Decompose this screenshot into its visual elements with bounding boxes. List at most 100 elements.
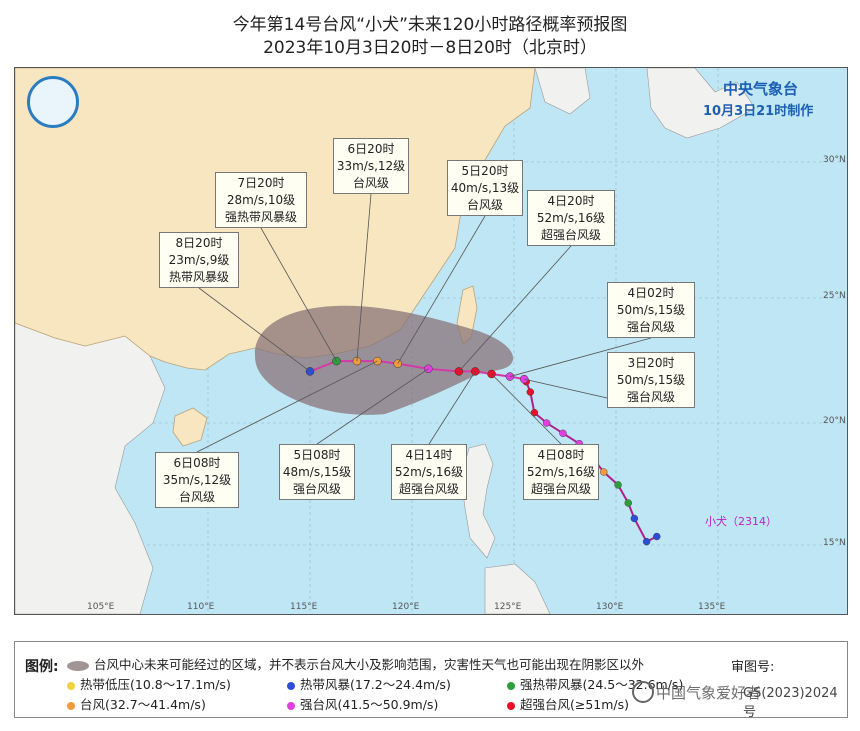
callout-category: 台风级: [352, 176, 389, 190]
callout-time: 4日02时: [627, 286, 675, 300]
forecast-callout: 3日20时 50m/s,15级 强台风级: [607, 352, 695, 408]
history-point: [526, 388, 535, 396]
callout-wind: 50m/s,15级: [616, 303, 686, 317]
history-point: [614, 481, 622, 489]
legend-item-sty: 强台风(41.5～50.9m/s): [287, 694, 438, 713]
legend-item-supty: 超强台风(≥51m/s): [507, 694, 629, 713]
lon-label: 135°E: [698, 602, 726, 612]
lon-label: 115°E: [290, 602, 318, 612]
callout-time: 4日08时: [537, 448, 585, 462]
callout-wind: 35m/s,12级: [162, 473, 232, 487]
forecast-callout: 6日20时 33m/s,12级 台风级: [333, 138, 409, 194]
issue-time: 10月3日21时制作: [703, 104, 814, 119]
callout-wind: 50m/s,15级: [616, 373, 686, 387]
callout-category: 强台风级: [292, 482, 341, 496]
lat-label: 30°N: [823, 155, 846, 165]
history-point: [542, 419, 551, 427]
wechat-icon: [632, 681, 654, 703]
legend-title: 图例:: [25, 659, 59, 675]
lat-label: 20°N: [823, 416, 846, 426]
forecast-callout: 6日08时 35m/s,12级 台风级: [155, 452, 239, 508]
callout-time: 4日14时: [405, 448, 453, 462]
forecast-callout: 4日08时 52m/s,16级 超强台风级: [523, 444, 599, 500]
land-korea: [534, 68, 591, 115]
lat-label: 15°N: [823, 538, 846, 548]
land-hainan: [172, 407, 208, 447]
lon-label: 125°E: [494, 602, 522, 612]
callout-leader-line: [428, 371, 476, 445]
callout-category: 超强台风级: [530, 482, 591, 496]
callout-time: 5日20时: [461, 164, 509, 178]
callout-wind: 52m/s,16级: [536, 211, 606, 225]
callout-category: 强热带风暴级: [224, 210, 297, 224]
land-philippines-south: [484, 563, 551, 614]
lon-label: 130°E: [596, 602, 624, 612]
lon-label: 120°E: [392, 602, 420, 612]
callout-leader-line: [509, 337, 652, 377]
legend-item-ts: 热带风暴(17.2～24.4m/s): [287, 674, 451, 693]
forecast-callout: 5日08时 48m/s,15级 强台风级: [279, 444, 355, 500]
history-point: [559, 429, 567, 438]
callout-category: 台风级: [466, 198, 503, 212]
forecast-callout: 8日20时 23m/s,9级 热带风暴级: [159, 232, 239, 288]
callout-leader-line: [397, 215, 486, 364]
review-label: 审图号:: [731, 660, 775, 675]
callout-leader-line: [356, 193, 372, 362]
callout-wind: 52m/s,16级: [394, 465, 464, 479]
callout-leader-line: [316, 368, 429, 445]
watermark: 中国气象爱好者: [656, 684, 762, 702]
forecast-callout: 4日02时 50m/s,15级 强台风级: [607, 282, 695, 338]
history-point: [624, 499, 632, 507]
callout-category: 超强台风级: [540, 228, 601, 242]
typhoon-name-label: 小犬（2314）: [705, 515, 777, 528]
agency-logo-icon: [27, 76, 79, 128]
forecast-callout: 4日14时 52m/s,16级 超强台风级: [391, 444, 467, 500]
review-number: GS(2023)2024号: [743, 686, 838, 720]
callout-time: 6日20时: [347, 142, 395, 156]
map-subtitle: 2023年10月3日20时－8日20时（北京时）: [263, 38, 597, 58]
callout-time: 7日20时: [237, 176, 285, 190]
forecast-callout: 4日20时 52m/s,16级 超强台风级: [527, 190, 615, 246]
dot-icon: [67, 701, 75, 710]
history-point: [600, 468, 608, 476]
legend-item-td: 热带低压(10.8～17.1m/s): [67, 674, 231, 693]
callout-time: 3日20时: [627, 356, 675, 370]
callout-leader-line: [458, 245, 572, 372]
callout-category: 台风级: [178, 490, 215, 504]
callout-time: 5日08时: [293, 448, 341, 462]
callout-wind: 33m/s,12级: [336, 159, 406, 173]
dot-icon: [507, 681, 515, 690]
callout-leader-line: [260, 227, 337, 362]
history-point: [630, 514, 639, 523]
callout-wind: 40m/s,13级: [450, 181, 520, 195]
callout-wind: 48m/s,15级: [282, 465, 352, 479]
history-point: [642, 537, 651, 546]
callout-category: 强台风级: [626, 390, 675, 404]
lat-label: 25°N: [823, 291, 846, 301]
dot-icon: [287, 701, 295, 710]
callout-wind: 23m/s,9级: [168, 253, 230, 267]
legend-area-note: 台风中心未来可能经过的区域，并不表示台风大小及影响范围，灾害性天气也可能出现在阴…: [67, 654, 644, 673]
legend: 图例: 台风中心未来可能经过的区域，并不表示台风大小及影响范围，灾害性天气也可能…: [14, 641, 848, 720]
callout-leader-line: [196, 360, 378, 453]
callout-time: 6日08时: [173, 456, 221, 470]
map-frame: 中央气象台 10月3日21时制作 小犬（2314） 105°E 110°E 11…: [14, 67, 848, 615]
agency-name: 中央气象台: [723, 80, 799, 98]
dot-icon: [287, 681, 295, 690]
forecast-probability-area: [254, 305, 514, 415]
callout-leader-line: [198, 287, 311, 372]
lon-label: 105°E: [87, 602, 115, 612]
callout-wind: 52m/s,16级: [526, 465, 596, 479]
callout-category: 强台风级: [626, 320, 675, 334]
callout-category: 热带风暴级: [168, 270, 229, 284]
forecast-callout: 5日20时 40m/s,13级 台风级: [447, 160, 523, 216]
lon-label: 110°E: [187, 602, 215, 612]
callout-time: 4日20时: [547, 194, 595, 208]
forecast-callout: 7日20时 28m/s,10级 强热带风暴级: [215, 172, 307, 228]
map-title: 今年第14号台风“小犬”未来120小时路径概率预报图: [232, 15, 628, 35]
callout-wind: 28m/s,10级: [226, 193, 296, 207]
callout-leader-line: [491, 373, 562, 445]
typhoon-map: [15, 68, 847, 614]
callout-time: 8日20时: [175, 236, 223, 250]
dot-icon: [507, 701, 515, 710]
